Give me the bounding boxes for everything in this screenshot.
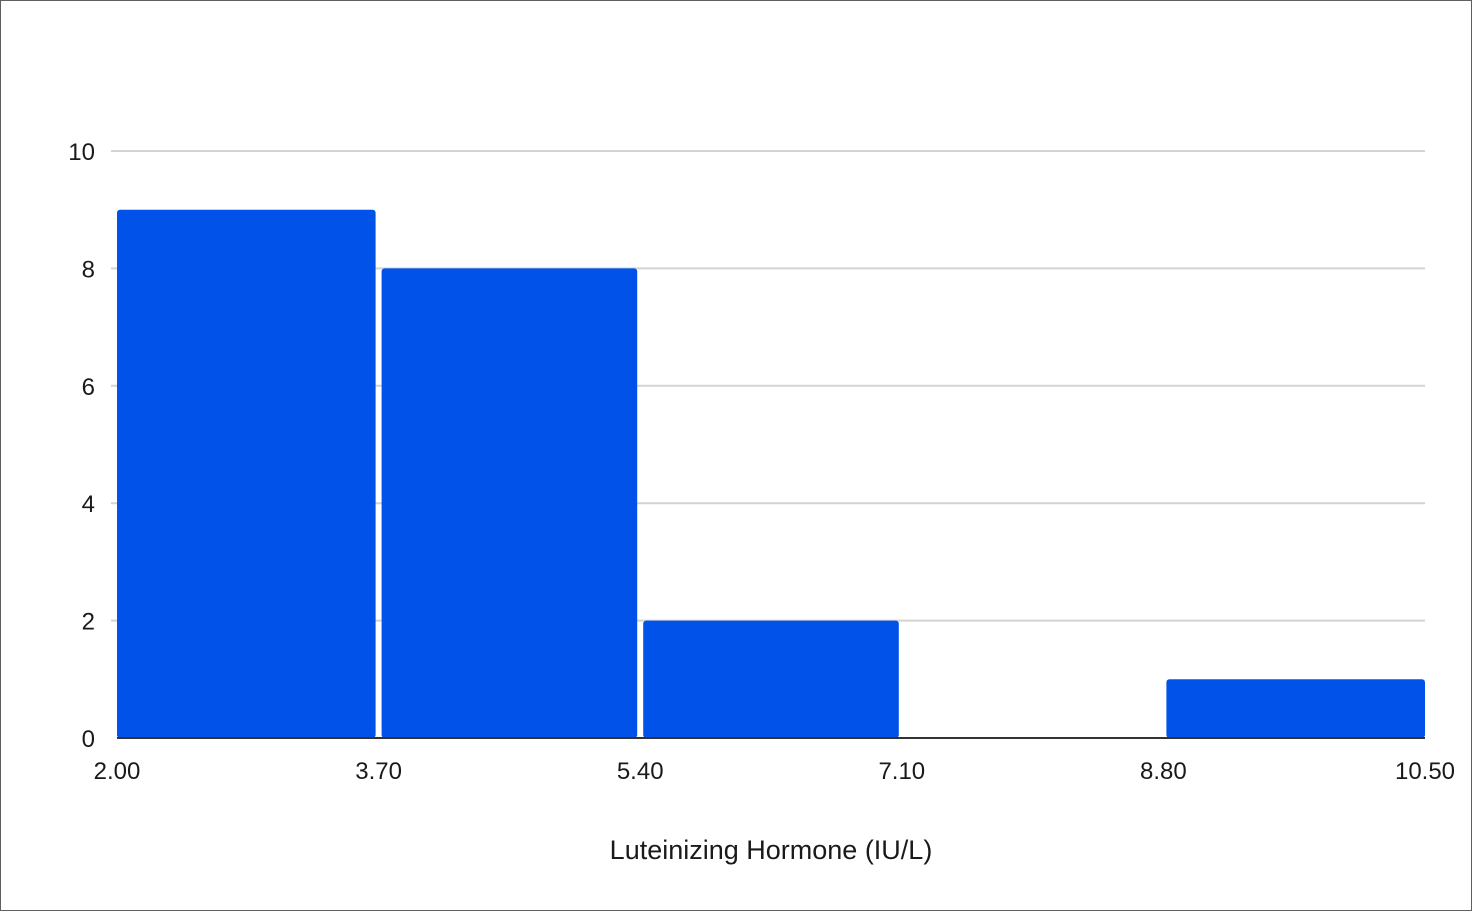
x-tick-label: 2.00 — [94, 758, 141, 785]
y-tick-label: 4 — [82, 491, 95, 518]
x-tick-label: 3.70 — [355, 758, 402, 785]
y-tick-label: 8 — [82, 256, 95, 283]
histogram-bar — [381, 268, 638, 738]
bars — [117, 209, 1425, 738]
x-tick-labels: 2.00 3.70 5.40 7.10 8.80 10.50 — [94, 758, 1455, 785]
x-tick-label: 10.50 — [1395, 758, 1455, 785]
y-tick-label: 2 — [82, 609, 95, 636]
histogram-bar — [117, 209, 376, 738]
y-tick-label: 10 — [68, 139, 95, 166]
histogram-bar — [643, 620, 899, 738]
histogram-bar — [1166, 679, 1425, 738]
x-tick-label: 7.10 — [878, 758, 925, 785]
y-tick-label: 0 — [82, 726, 95, 753]
x-tick-label: 5.40 — [617, 758, 664, 785]
y-tick-label: 6 — [82, 374, 95, 401]
x-tick-label: 8.80 — [1140, 758, 1187, 785]
y-tick-labels: 0 2 4 6 8 10 — [68, 139, 95, 753]
x-axis-title: Luteinizing Hormone (IU/L) — [610, 835, 933, 865]
